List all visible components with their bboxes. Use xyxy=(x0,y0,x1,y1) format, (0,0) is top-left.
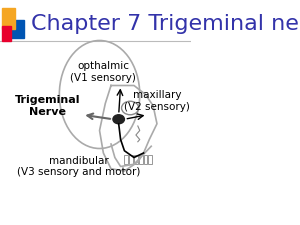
Bar xyxy=(10,20,24,38)
Bar xyxy=(144,155,147,164)
Text: Trigeminal
Nerve: Trigeminal Nerve xyxy=(15,95,81,117)
Text: Chapter 7 Trigeminal nerve: Chapter 7 Trigeminal nerve xyxy=(31,14,300,34)
Bar xyxy=(134,155,138,164)
Text: opthalmic
(V1 sensory): opthalmic (V1 sensory) xyxy=(70,61,136,83)
Bar xyxy=(2,26,11,40)
Bar xyxy=(124,155,128,164)
Bar xyxy=(148,155,152,164)
Bar xyxy=(129,155,133,164)
Text: mandibular
(V3 sensory and motor): mandibular (V3 sensory and motor) xyxy=(17,156,140,177)
Bar xyxy=(139,155,142,164)
Bar xyxy=(2,8,15,29)
Text: maxillary
(V2 sensory): maxillary (V2 sensory) xyxy=(124,90,190,112)
Ellipse shape xyxy=(113,115,124,124)
